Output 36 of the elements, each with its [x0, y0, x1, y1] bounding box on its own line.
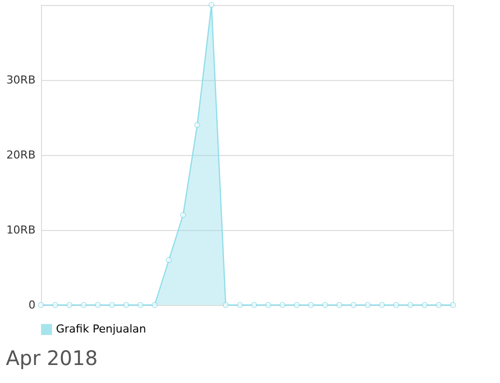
point: [436, 302, 442, 308]
point: [265, 302, 272, 308]
point: [109, 302, 116, 308]
point: [194, 122, 200, 128]
point: [422, 302, 428, 308]
point: [166, 257, 172, 263]
point: [80, 302, 87, 308]
point: [336, 302, 342, 308]
point: [407, 302, 414, 308]
point: [94, 302, 101, 308]
point: [222, 302, 229, 308]
y-tick-label: 10RB: [6, 224, 36, 236]
point: [208, 2, 214, 8]
y-tick-label: 20RB: [6, 148, 36, 162]
point: [364, 302, 371, 308]
point: [280, 302, 286, 308]
point: [308, 302, 314, 308]
legend-label: Grafik Penjualan: [56, 322, 146, 336]
point: [378, 302, 385, 308]
point: [52, 302, 58, 308]
point: [180, 212, 186, 218]
point: [152, 302, 158, 308]
point: [66, 302, 72, 308]
y-tick-label: 30RB: [6, 74, 36, 86]
point: [236, 302, 243, 308]
point: [38, 302, 44, 308]
point: [251, 302, 258, 308]
point: [350, 302, 357, 308]
point: [322, 302, 328, 308]
point: [450, 302, 456, 308]
y-tick-label: 0: [28, 298, 36, 312]
point: [393, 302, 400, 308]
point: [137, 302, 144, 308]
text: Apr 2018: [6, 346, 98, 370]
point: [294, 302, 300, 308]
point: [123, 302, 130, 308]
